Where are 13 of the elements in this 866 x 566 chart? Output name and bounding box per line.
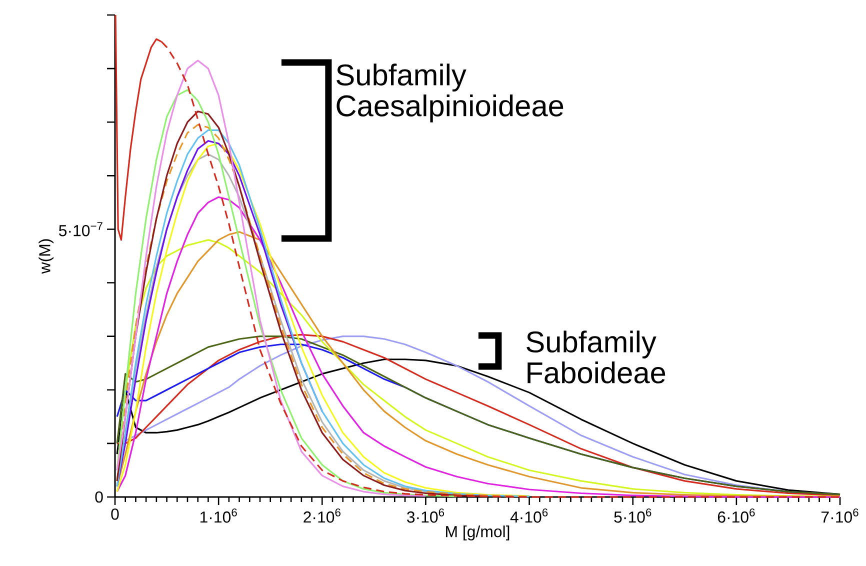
x-tick-label: 4·10$^{6}$ — [510, 508, 548, 523]
x-tick-label: 0 — [111, 508, 119, 520]
y-tick-label: 5·10$^{−7}$ — [58, 222, 102, 236]
x-tick-label: 1·10$^{6}$ — [200, 508, 237, 523]
x-tick-label: 2·10$^{6}$ — [304, 508, 340, 523]
x-tick-label: 5·10$^{6}$ — [614, 508, 652, 523]
x-tick-label: 6·10$^{6}$ — [718, 508, 755, 523]
y-axis-title: w(M) — [38, 239, 54, 274]
x-axis-title: M [g/mol] — [446, 526, 510, 540]
annotation: Subfamily Caesalpinioideae — [336, 64, 564, 122]
x-tick-label: 7·10$^{6}$ — [822, 508, 858, 523]
x-tick-label: 3·10$^{6}$ — [407, 508, 444, 523]
annotation: Subfamily Faboideae — [526, 330, 666, 384]
